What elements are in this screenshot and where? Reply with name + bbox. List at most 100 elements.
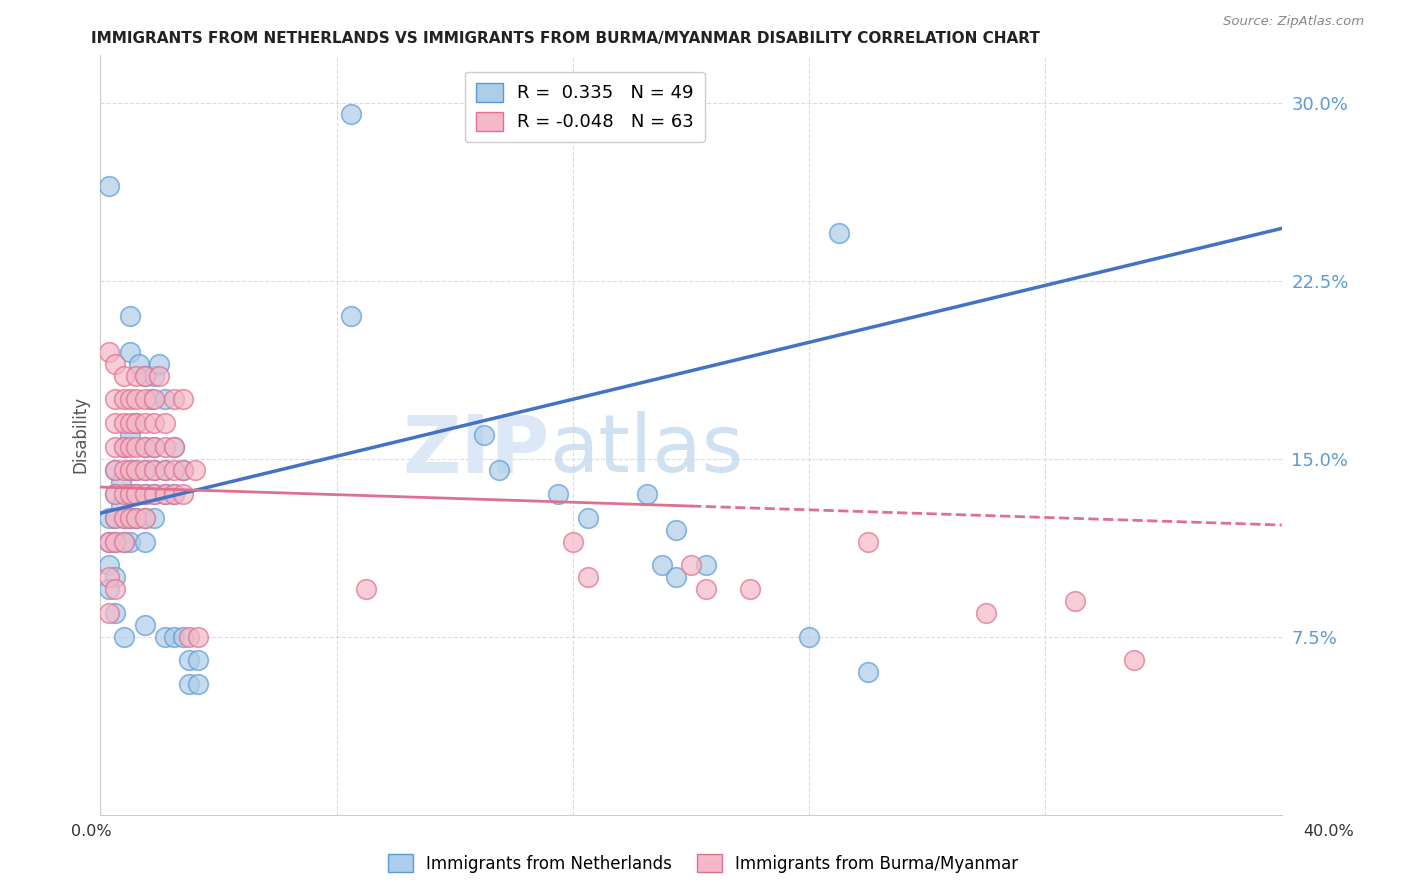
Point xyxy=(472,427,495,442)
Point xyxy=(134,463,156,477)
Point xyxy=(104,357,127,371)
Point xyxy=(125,392,148,407)
Point xyxy=(118,463,141,477)
Point xyxy=(163,463,186,477)
Point xyxy=(112,392,135,407)
Point xyxy=(118,487,141,501)
Point xyxy=(340,309,363,323)
Point xyxy=(118,416,141,430)
Point xyxy=(177,677,200,691)
Point xyxy=(104,534,127,549)
Point xyxy=(134,617,156,632)
Point xyxy=(163,392,186,407)
Point xyxy=(134,392,156,407)
Point xyxy=(488,463,510,477)
Point xyxy=(561,534,583,549)
Point xyxy=(172,487,194,501)
Point xyxy=(172,630,194,644)
Point xyxy=(340,107,363,121)
Point xyxy=(110,499,132,513)
Point xyxy=(104,463,127,477)
Point xyxy=(98,606,121,620)
Point xyxy=(695,558,717,573)
Point xyxy=(636,487,658,501)
Point xyxy=(187,653,209,667)
Text: atlas: atlas xyxy=(550,411,744,489)
Point xyxy=(148,357,170,371)
Point xyxy=(148,368,170,383)
Point xyxy=(98,534,121,549)
Point xyxy=(98,534,121,549)
Point xyxy=(172,392,194,407)
Point xyxy=(134,368,156,383)
Point xyxy=(134,487,156,501)
Point xyxy=(112,511,135,525)
Point xyxy=(142,487,165,501)
Point xyxy=(125,487,148,501)
Point xyxy=(184,463,207,477)
Point xyxy=(118,309,141,323)
Point xyxy=(118,511,141,525)
Point xyxy=(695,582,717,596)
Point xyxy=(155,416,177,430)
Point xyxy=(104,534,127,549)
Point xyxy=(142,440,165,454)
Point xyxy=(665,570,688,584)
Point xyxy=(125,511,148,525)
Point xyxy=(118,534,141,549)
Point xyxy=(104,392,127,407)
Point xyxy=(134,487,156,501)
Point xyxy=(799,630,821,644)
Point xyxy=(104,511,127,525)
Point xyxy=(163,630,186,644)
Point xyxy=(98,570,121,584)
Y-axis label: Disability: Disability xyxy=(72,396,89,474)
Point xyxy=(650,558,672,573)
Point xyxy=(155,392,177,407)
Point xyxy=(1123,653,1146,667)
Point xyxy=(155,463,177,477)
Point xyxy=(547,487,569,501)
Text: ZIP: ZIP xyxy=(402,411,550,489)
Point xyxy=(155,440,177,454)
Point xyxy=(187,677,209,691)
Point xyxy=(155,487,177,501)
Point xyxy=(976,606,998,620)
Point xyxy=(125,416,148,430)
Point xyxy=(142,463,165,477)
Point xyxy=(134,416,156,430)
Point xyxy=(177,630,200,644)
Point xyxy=(104,487,127,501)
Point xyxy=(98,558,121,573)
Point xyxy=(576,570,599,584)
Point xyxy=(858,534,880,549)
Point xyxy=(112,534,135,549)
Text: IMMIGRANTS FROM NETHERLANDS VS IMMIGRANTS FROM BURMA/MYANMAR DISABILITY CORRELAT: IMMIGRANTS FROM NETHERLANDS VS IMMIGRANT… xyxy=(91,31,1040,46)
Point xyxy=(104,582,127,596)
Point xyxy=(139,392,162,407)
Point xyxy=(155,487,177,501)
Point xyxy=(125,463,148,477)
Point xyxy=(118,427,141,442)
Point xyxy=(187,630,209,644)
Point xyxy=(134,511,156,525)
Point xyxy=(134,463,156,477)
Legend: Immigrants from Netherlands, Immigrants from Burma/Myanmar: Immigrants from Netherlands, Immigrants … xyxy=(381,847,1025,880)
Point xyxy=(104,416,127,430)
Point xyxy=(163,487,186,501)
Point xyxy=(98,344,121,359)
Point xyxy=(1064,594,1087,608)
Point xyxy=(112,368,135,383)
Point xyxy=(142,368,165,383)
Point xyxy=(125,440,148,454)
Point xyxy=(128,357,150,371)
Point xyxy=(104,606,127,620)
Point xyxy=(112,416,135,430)
Point xyxy=(172,463,194,477)
Point xyxy=(142,511,165,525)
Point xyxy=(112,630,135,644)
Point xyxy=(828,226,851,240)
Point xyxy=(679,558,702,573)
Point xyxy=(118,463,141,477)
Point xyxy=(112,463,135,477)
